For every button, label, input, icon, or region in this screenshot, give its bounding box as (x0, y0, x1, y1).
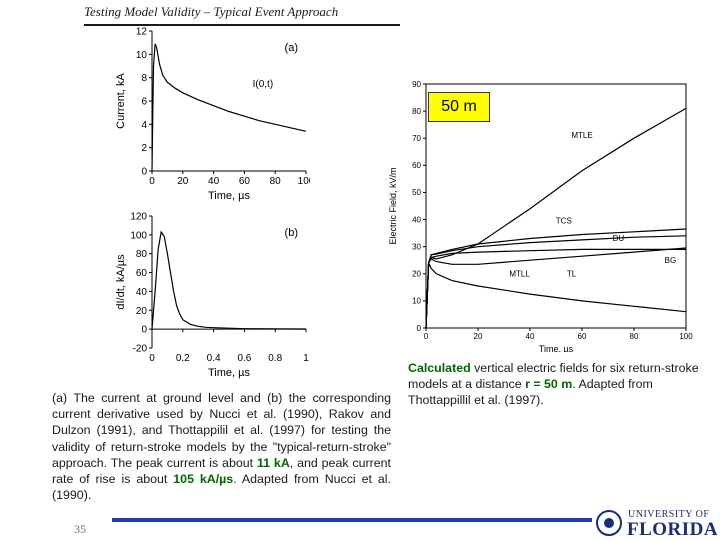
y-tick-label: 6 (141, 97, 147, 108)
y-tick-label: 10 (412, 297, 421, 306)
series-name-label: TL (567, 269, 577, 278)
x-tick-label: 0.8 (268, 353, 282, 364)
y-tick-label: 40 (412, 215, 421, 224)
y-tick-label: 30 (412, 242, 421, 251)
series-line (425, 262, 687, 329)
x-tick-label: 80 (270, 176, 282, 187)
x-tick-label: 0.4 (207, 353, 221, 364)
y-tick-label: 120 (130, 212, 147, 223)
y-tick-label: -20 (133, 344, 148, 355)
y-tick-label: 0 (141, 167, 147, 178)
left-caption-text-2: , and peak current rate of rise is about (52, 455, 391, 487)
right-caption-text-1: vertical electric fields for six return-… (408, 361, 699, 392)
series-name-label: MTLE (571, 131, 592, 140)
left-caption: (a) The current at ground level and (b) … (52, 390, 391, 503)
y-tick-label: 70 (412, 134, 421, 143)
distance-tag: 50 m (428, 92, 490, 122)
slide-title: Testing Model Validity – Typical Event A… (84, 4, 339, 19)
series-name-label: TCS (556, 217, 572, 226)
y-tick-label: 50 (412, 188, 421, 197)
x-tick-label: 60 (578, 332, 587, 341)
left-caption-text-3: . Adapted from Nucci et al. (1990). (52, 472, 391, 503)
series-line (151, 230, 307, 330)
y-tick-label: 0 (417, 324, 422, 333)
x-tick-label: 0 (149, 353, 155, 364)
x-tick-label: 0.2 (176, 353, 190, 364)
right-caption-lead: Calculated (408, 361, 471, 375)
panel-label: (b) (285, 227, 298, 239)
series-name-label: MTLL (509, 269, 530, 278)
y-tick-label: 2 (141, 143, 147, 154)
y-tick-label: 4 (141, 120, 147, 131)
electric-field-chart: 0 20 40 60 80 100 0 10 20 30 40 50 60 70 80 90 Time, µs E… (388, 80, 693, 352)
x-tick-label: 20 (474, 332, 483, 341)
right-caption-text-2: . Adapted from Thottappillil et al. (199… (408, 377, 653, 408)
x-axis-title: Time, µs (208, 190, 250, 202)
y-tick-label: 60 (136, 268, 148, 279)
x-tick-label: 80 (630, 332, 639, 341)
distance-value: r = 50 m (525, 377, 573, 392)
y-tick-label: 60 (412, 161, 421, 170)
x-tick-label: 60 (239, 176, 251, 187)
left-caption-text-1: (a) The current at ground level and (b) … (52, 391, 391, 470)
peak-rate-value: 105 kA/µs (173, 472, 234, 487)
y-tick-label: 100 (130, 230, 147, 241)
x-tick-label: 0 (424, 332, 429, 341)
logo-line-2: FLORIDA (627, 519, 719, 540)
panel-label: (a) (285, 42, 298, 54)
x-tick-label: 40 (526, 332, 535, 341)
series-line (425, 247, 687, 329)
x-tick-label: 100 (679, 332, 693, 341)
y-tick-label: 10 (136, 50, 148, 61)
y-tick-label: 80 (136, 249, 148, 260)
y-tick-label: 80 (412, 107, 421, 116)
plot-frame (425, 83, 687, 329)
university-seal-icon (596, 510, 622, 536)
x-tick-label: 20 (177, 176, 189, 187)
university-logo: UNIVERSITY OF FLORIDA (594, 508, 720, 540)
peak-current-value: 11 kA (256, 455, 290, 470)
y-tick-label: 20 (412, 270, 421, 279)
x-tick-label: 0.6 (237, 353, 251, 364)
x-tick-label: 40 (208, 176, 220, 187)
series-name-label: I(0,t) (253, 79, 274, 90)
series-line (151, 43, 307, 172)
series-name-label: DU (613, 234, 625, 243)
x-axis-title: Time, µs (208, 367, 250, 379)
y-tick-label: 20 (136, 306, 148, 317)
y-tick-label: 12 (136, 27, 148, 38)
x-tick-label: 0 (149, 176, 155, 187)
footer-bar (112, 518, 592, 522)
logo-line-1: UNIVERSITY OF (628, 509, 710, 520)
title-divider (84, 24, 400, 26)
x-tick-label: 1 (303, 353, 309, 364)
y-axis-title: Electric Field, kV/m (388, 167, 398, 244)
x-tick-label: 100 (298, 176, 310, 187)
series-name-label: BG (665, 256, 677, 265)
y-axis-title: Current, kA (115, 73, 127, 129)
y-axis-title: dI/dt, kA/µs (115, 254, 127, 310)
y-tick-label: 40 (136, 287, 148, 298)
page-number: 35 (74, 522, 86, 536)
series-line (425, 248, 686, 329)
current-chart: 0 20 40 60 80 100 0 2 4 6 8 10 12 Time, µs Current, kA… (115, 27, 310, 203)
y-tick-label: 90 (412, 80, 421, 89)
x-axis-title: Time, µs (539, 344, 574, 352)
right-caption: Calculated vertical electric fields for … (408, 360, 708, 409)
y-tick-label: 8 (141, 73, 147, 84)
y-tick-label: 0 (141, 325, 147, 336)
series-line (425, 228, 687, 329)
